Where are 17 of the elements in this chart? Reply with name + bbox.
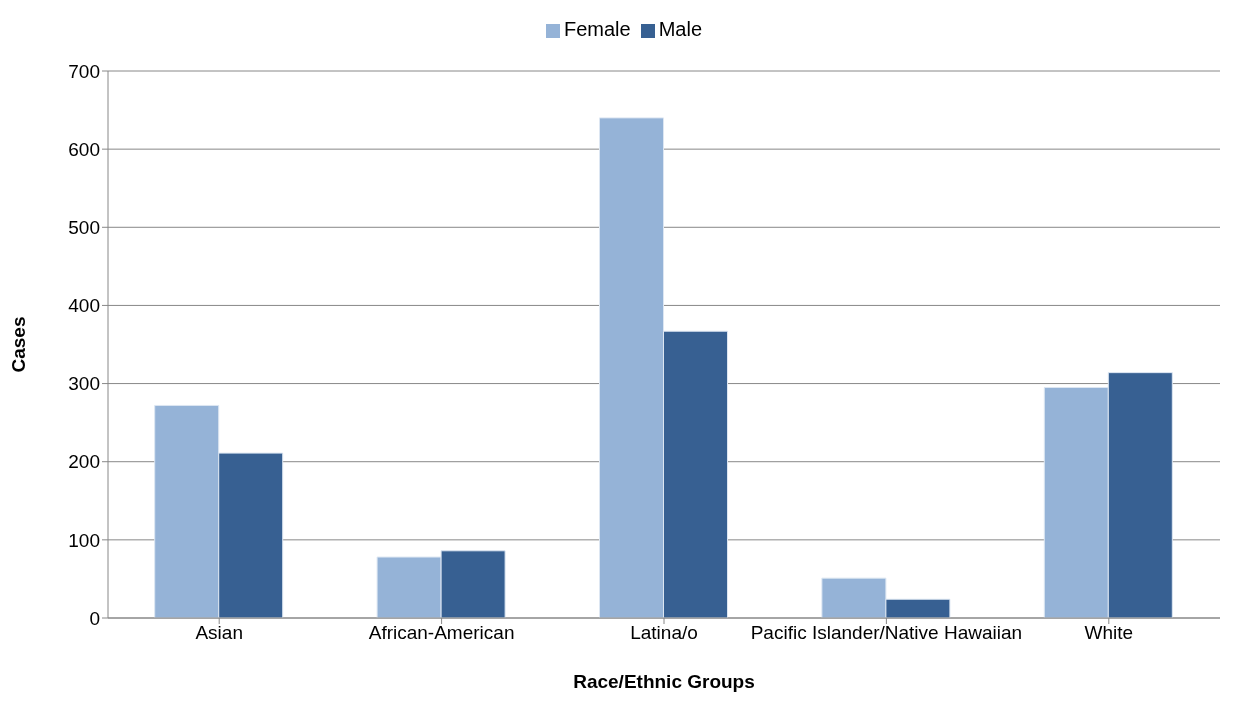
x-tick-label: White	[1084, 622, 1134, 644]
y-tick-label: 700	[68, 60, 100, 82]
y-tick-label: 600	[68, 138, 100, 160]
y-tick-label: 300	[68, 373, 100, 395]
x-tick-label: Asian	[195, 622, 243, 644]
y-tick-label: 400	[68, 295, 100, 317]
x-tick-label: Pacific Islander/Native Hawaiian	[750, 622, 1023, 644]
x-tick-label: Latina/o	[630, 622, 698, 644]
y-tick-label: 0	[89, 607, 100, 629]
y-tick-label: 500	[68, 217, 100, 239]
x-axis-title: Race/Ethnic Groups	[573, 671, 755, 692]
legend-label: Male	[658, 18, 703, 40]
y-tick-label: 100	[68, 529, 100, 551]
y-axis-title: Cases	[7, 316, 29, 373]
x-tick-label: African-American	[368, 622, 515, 644]
legend-label: Female	[563, 18, 631, 40]
y-tick-label: 200	[68, 451, 100, 473]
